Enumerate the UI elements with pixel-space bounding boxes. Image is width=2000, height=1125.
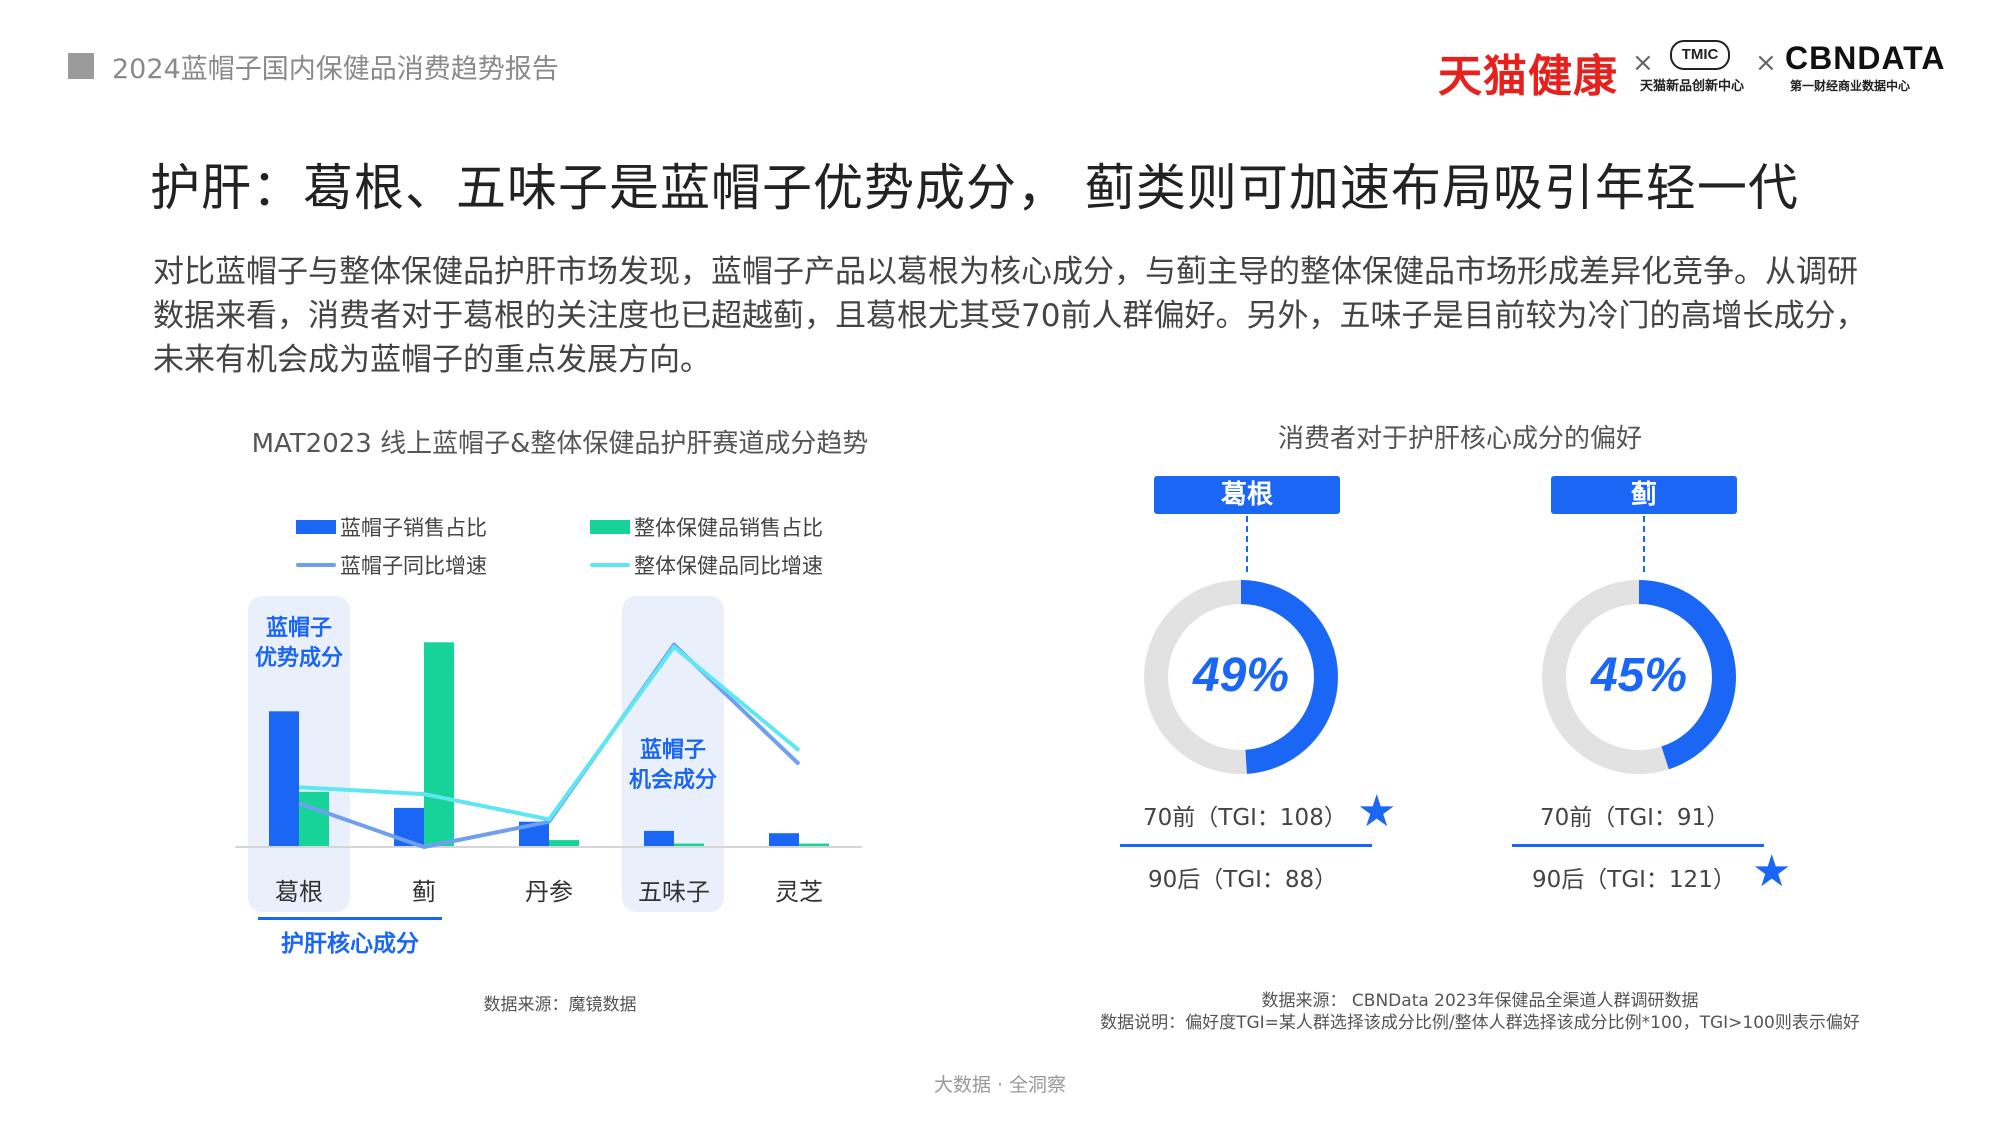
line-bluehat-growth [298, 642, 801, 849]
ingredient-tag-gegen: 葛根 [1154, 476, 1340, 514]
opportunity-label: 蓝帽子 机会成分 [628, 738, 717, 793]
bar-bluehat-五味子 [644, 830, 674, 847]
category-label: 灵芝 [775, 878, 823, 906]
header-marker [68, 53, 94, 79]
tgi-90-gegen: 90后（TGI：88） [1148, 867, 1338, 893]
source-note-line: 数据说明：偏好度TGI=某人群选择该成分比例/整体人群选择该成分比例*100，T… [1100, 1013, 1860, 1033]
legend-swatch-line-cyan [590, 563, 630, 567]
core-ingredient-underline [258, 917, 442, 920]
donut-value-蓟 [1542, 580, 1736, 774]
bar-bluehat-葛根 [269, 711, 299, 847]
legend-label: 蓝帽子同比增速 [340, 554, 487, 578]
star-icon: ★ [1357, 786, 1397, 837]
tgi-divider [1120, 844, 1372, 847]
tgi-70-ji: 70前（TGI：91） [1540, 805, 1730, 831]
legend-bar-overall: 整体保健品销售占比 [590, 512, 823, 542]
ingredient-tag-ji: 蓟 [1551, 476, 1737, 514]
tmic-logo-subtitle: 天猫新品创新中心 [1640, 79, 1745, 94]
logo-separator: × [1632, 48, 1654, 78]
cbndata-logo-subtitle: 第一财经商业数据中心 [1790, 79, 1911, 93]
right-source-note: 数据来源： CBNData 2023年保健品全渠道人群调研数据 数据说明：偏好度… [1040, 990, 1920, 1034]
bar-bluehat-灵芝 [769, 833, 799, 847]
page-title: 护肝：葛根、五味子是蓝帽子优势成分， 蓟类则可加速布局吸引年轻一代 [150, 159, 1799, 217]
category-label: 丹参 [525, 878, 573, 906]
tgi-90-ji: 90后（TGI：121） [1532, 867, 1736, 893]
tgi-divider [1512, 844, 1764, 847]
cbndata-logo: CBNDATA [1785, 40, 1946, 76]
bar-overall-蓟 [424, 642, 454, 847]
category-label: 蓟 [412, 878, 436, 906]
bar-overall-葛根 [299, 791, 329, 847]
footer-slogan: 大数据 · 全洞察 [933, 1074, 1067, 1096]
donut-percent: 45% [1590, 649, 1688, 702]
legend-swatch-line-blue [296, 563, 336, 567]
category-label: 五味子 [638, 878, 710, 906]
tgi-70-gegen: 70前（TGI：108） [1143, 805, 1347, 831]
legend-line-overall: 整体保健品同比增速 [590, 550, 823, 580]
source-line: 数据来源： CBNData 2023年保健品全渠道人群调研数据 [1261, 991, 1699, 1011]
intro-paragraph: 对比蓝帽子与整体保健品护肝市场发现，蓝帽子产品以葛根为核心成分，与蓟主导的整体保… [153, 254, 1867, 378]
right-panel-title: 消费者对于护肝核心成分的偏好 [1277, 424, 1642, 454]
bar-overall-灵芝 [799, 843, 829, 847]
donut-value-葛根 [1144, 580, 1338, 774]
left-source-note: 数据来源：魔镜数据 [483, 995, 637, 1015]
report-title: 2024蓝帽子国内保健品消费趋势报告 [112, 54, 559, 85]
bar-overall-五味子 [674, 843, 704, 847]
legend-swatch-blue [296, 520, 336, 534]
tmic-logo: TMIC [1670, 40, 1730, 70]
star-icon: ★ [1752, 846, 1792, 897]
core-ingredient-label: 护肝核心成分 [281, 931, 419, 957]
left-chart-title: MAT2023 线上蓝帽子&整体保健品护肝赛道成分趋势 [251, 429, 869, 459]
connector-dash [1643, 516, 1645, 572]
legend-label: 整体保健品销售占比 [634, 516, 823, 540]
category-label: 葛根 [275, 878, 323, 906]
advantage-label: 蓝帽子 优势成分 [254, 616, 343, 671]
legend-label: 整体保健品同比增速 [634, 554, 823, 578]
logo-separator: × [1755, 48, 1777, 78]
legend-swatch-green [590, 520, 630, 534]
donut-percent: 49% [1192, 649, 1290, 702]
connector-dash [1246, 516, 1248, 572]
tmall-health-logo: 天猫健康 [1438, 51, 1618, 102]
legend-line-bluehat: 蓝帽子同比增速 [296, 550, 487, 580]
line-overall-growth [298, 644, 801, 822]
legend-label: 蓝帽子销售占比 [340, 516, 487, 540]
legend-bar-bluehat: 蓝帽子销售占比 [296, 512, 487, 542]
bar-overall-丹参 [549, 840, 579, 847]
